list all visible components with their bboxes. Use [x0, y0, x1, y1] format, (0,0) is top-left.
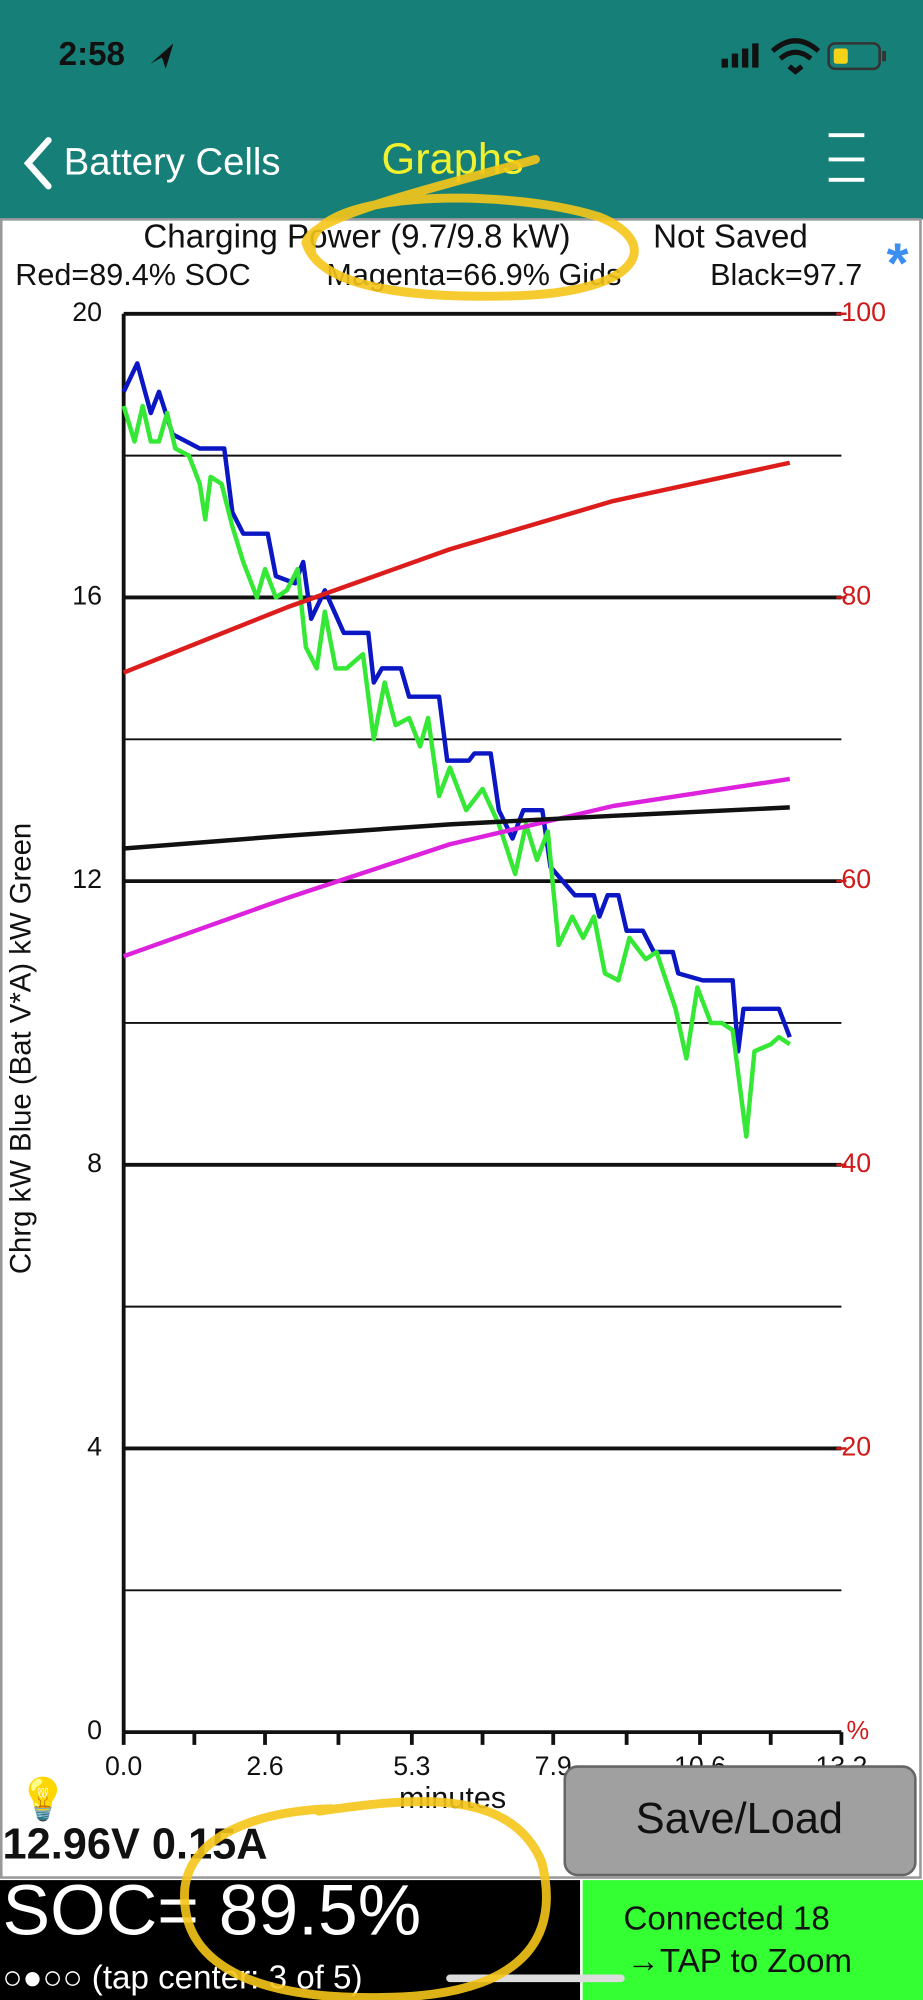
- menu-button[interactable]: [828, 133, 865, 182]
- location-icon: [150, 43, 174, 69]
- save-load-button[interactable]: Save/Load: [563, 1765, 917, 1877]
- signal-icon: [721, 43, 759, 68]
- x-tick-label: 2.6: [246, 1751, 283, 1781]
- x-tick-label: 5.3: [393, 1751, 430, 1781]
- bulb-icon[interactable]: 💡: [18, 1776, 69, 1822]
- battery-level: [833, 48, 848, 64]
- soc-readout: SOC= 89.5%: [3, 1871, 422, 1951]
- annotation-circle: [301, 154, 639, 301]
- y-tick-label: 8: [87, 1148, 102, 1178]
- series-line: [121, 403, 792, 1139]
- status-line[interactable]: →TAP to Zoom: [627, 1943, 852, 1980]
- battery-icon: [827, 42, 881, 71]
- y-tick-label: 12: [72, 864, 102, 894]
- series-line: [122, 460, 791, 675]
- x-tick-label: 0.0: [105, 1751, 142, 1781]
- nav-title: Graphs: [382, 135, 524, 183]
- subtitle: Red=89.4% SOC: [15, 258, 250, 292]
- voltage-current: 12.96V 0.15A: [3, 1820, 268, 1868]
- y-tick-label: 20: [72, 297, 102, 327]
- zoom-area[interactable]: Connected 18 →TAP to Zoom: [582, 1880, 923, 2000]
- back-label[interactable]: Battery Cells: [64, 141, 281, 184]
- wifi-icon: [770, 38, 821, 75]
- series-line: [122, 776, 791, 959]
- y2-unit: %: [847, 1717, 870, 1745]
- y-tick-label: 0: [87, 1715, 102, 1745]
- y2-tick-label: 100: [841, 297, 886, 327]
- button-label[interactable]: Save/Load: [636, 1795, 843, 1843]
- series-line: [123, 805, 790, 851]
- save-state: Not Saved: [653, 218, 808, 255]
- y-tick-label: 16: [72, 581, 102, 611]
- status-line[interactable]: Connected 18: [624, 1901, 830, 1938]
- y-axis-label: Chrg kW Blue (Bat V*A) kW Green: [5, 823, 38, 1274]
- y-tick-label: 4: [87, 1432, 102, 1462]
- series-line: [121, 361, 792, 1054]
- y2-tick-label: 40: [841, 1148, 871, 1178]
- back-button[interactable]: Battery Cells: [23, 137, 281, 190]
- chart-panel: [0, 218, 922, 1879]
- y2-tick-label: 20: [841, 1432, 871, 1462]
- clock: 2:58: [59, 36, 125, 73]
- subtitle: Black=97.7: [710, 258, 862, 292]
- y2-tick-label: 80: [841, 581, 871, 611]
- battery-tip: [882, 51, 887, 62]
- annotation-circle: [180, 1797, 551, 2000]
- unsaved-marker: *: [887, 232, 909, 295]
- header: [0, 0, 923, 220]
- chart-title: Charging Power (9.7/9.8 kW): [143, 218, 570, 255]
- y2-tick-label: 60: [841, 864, 871, 894]
